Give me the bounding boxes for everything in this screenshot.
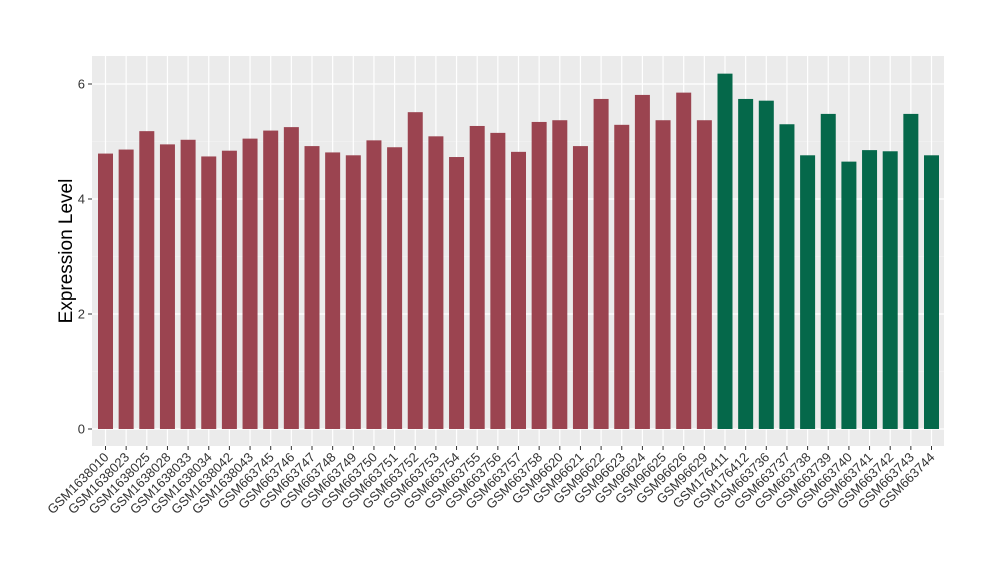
bar: [118, 149, 134, 430]
bar: [98, 153, 113, 429]
bar: [221, 150, 237, 429]
bar: [676, 92, 692, 429]
bar: [283, 127, 299, 429]
bar: [552, 120, 568, 429]
bars-group: [98, 73, 939, 430]
y-tick-label: 4: [78, 192, 85, 207]
bar: [634, 94, 650, 430]
bar: [862, 150, 878, 429]
bar: [758, 100, 774, 430]
bar: [924, 155, 939, 430]
bar: [841, 161, 857, 429]
x-axis: GSM1638010GSM1638023GSM1638025GSM1638028…: [44, 446, 938, 517]
bar: [779, 124, 795, 429]
bar: [882, 151, 898, 429]
y-axis-title: Expression Level: [56, 179, 77, 324]
y-tick-label: 0: [78, 422, 85, 437]
bar: [572, 146, 588, 429]
bar: [407, 112, 423, 430]
bar: [449, 157, 465, 429]
bar: [180, 139, 196, 429]
bar: [139, 131, 155, 429]
bar: [304, 146, 320, 429]
bar: [738, 98, 754, 429]
bar: [490, 132, 506, 429]
bar: [263, 130, 279, 429]
bar: [469, 125, 485, 429]
bar: [159, 144, 175, 429]
bar: [696, 120, 712, 429]
y-axis: 0 2 4 6: [78, 77, 92, 437]
bar: [800, 155, 816, 430]
bar: [717, 73, 733, 430]
y-tick-label: 6: [78, 77, 85, 92]
bar: [820, 113, 836, 430]
bar: [903, 113, 919, 430]
bar: [614, 124, 630, 429]
bar: [511, 151, 526, 429]
bar: [366, 140, 382, 429]
bar: [531, 121, 547, 429]
bar: [387, 147, 403, 429]
bar: [345, 155, 361, 430]
bar: [242, 138, 258, 429]
bar: [428, 136, 444, 429]
bar: [655, 120, 671, 429]
bar: [201, 156, 217, 429]
bar: [325, 152, 341, 430]
y-tick-label: 2: [78, 307, 85, 322]
bar: [593, 98, 609, 429]
